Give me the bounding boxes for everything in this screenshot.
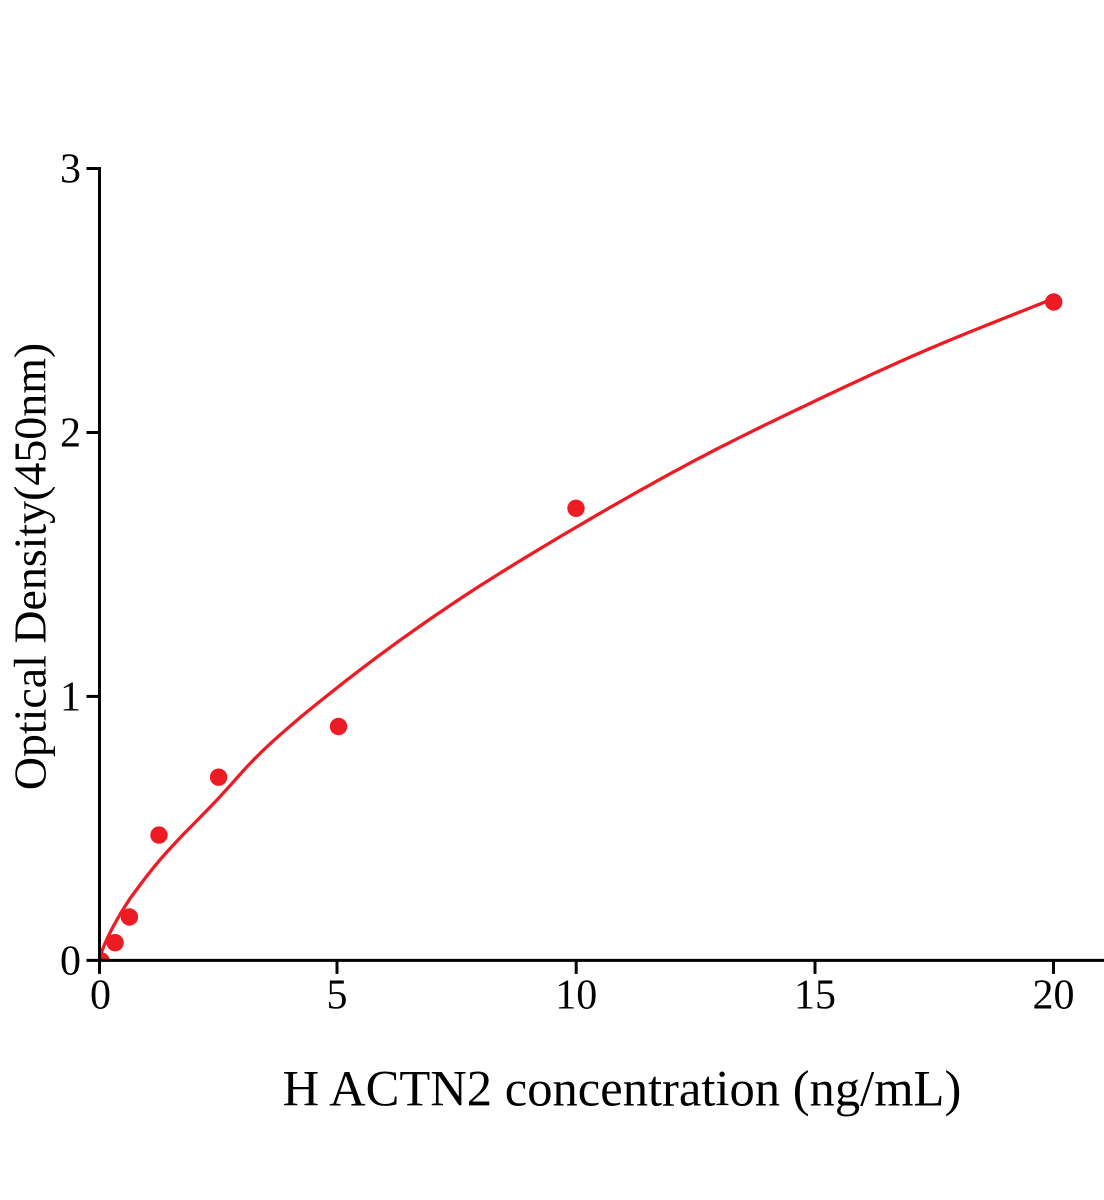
svg-text:15: 15: [794, 973, 836, 1019]
svg-text:10: 10: [555, 973, 597, 1019]
svg-text:H ACTN2 concentration (ng/mL): H ACTN2 concentration (ng/mL): [283, 1061, 962, 1117]
svg-text:1: 1: [60, 674, 81, 720]
svg-text:Optical Density(450nm): Optical Density(450nm): [4, 343, 55, 790]
svg-text:20: 20: [1033, 973, 1075, 1019]
svg-text:3: 3: [60, 146, 81, 192]
svg-text:0: 0: [60, 938, 81, 984]
svg-text:0: 0: [90, 973, 111, 1019]
svg-text:2: 2: [60, 410, 81, 456]
svg-text:5: 5: [327, 973, 348, 1019]
